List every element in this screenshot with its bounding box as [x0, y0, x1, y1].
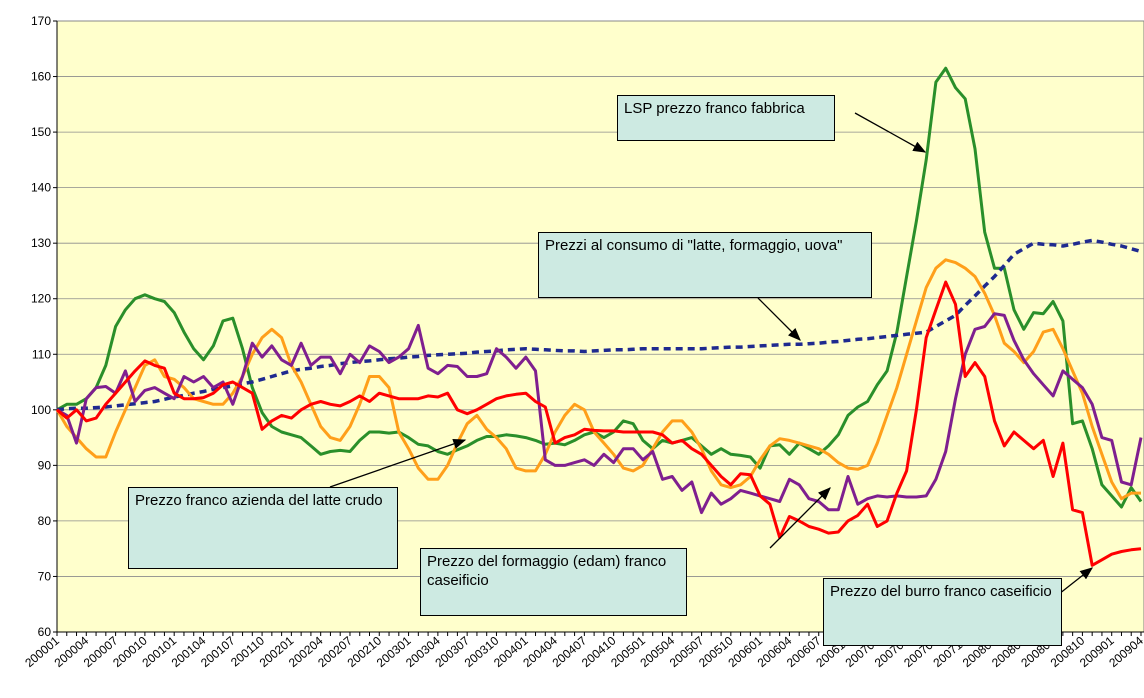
- annotation-arrow: [757, 297, 801, 341]
- y-tick-label: 90: [38, 458, 52, 472]
- y-tick-label: 80: [38, 514, 52, 528]
- y-tick-label: 170: [31, 14, 51, 28]
- y-tick-label: 70: [38, 569, 52, 583]
- annotation-box: Prezzi al consumo di "latte, formaggio, …: [538, 232, 872, 298]
- annotation-arrow: [854, 112, 927, 153]
- annotation-box: Prezzo franco azienda del latte crudo: [128, 487, 398, 569]
- y-tick-label: 130: [31, 236, 51, 250]
- annotation-arrow: [769, 487, 831, 549]
- annotation-box: Prezzo del formaggio (edam) franco casei…: [420, 548, 687, 616]
- y-tick-label: 120: [31, 292, 51, 306]
- y-tick-label: 60: [38, 625, 52, 639]
- y-tick-label: 160: [31, 70, 51, 84]
- annotation-box: Prezzo del burro franco caseificio: [823, 578, 1062, 646]
- y-tick-label: 140: [31, 181, 51, 195]
- y-tick-label: 150: [31, 125, 51, 139]
- series-line: [56, 280, 1142, 567]
- series-line: [56, 312, 1143, 515]
- series-line: [56, 66, 1143, 509]
- y-tick-label: 100: [31, 403, 51, 417]
- annotation-arrow: [329, 438, 467, 488]
- y-tick-label: 110: [32, 347, 51, 361]
- annotation-box: LSP prezzo franco fabbrica: [617, 95, 835, 141]
